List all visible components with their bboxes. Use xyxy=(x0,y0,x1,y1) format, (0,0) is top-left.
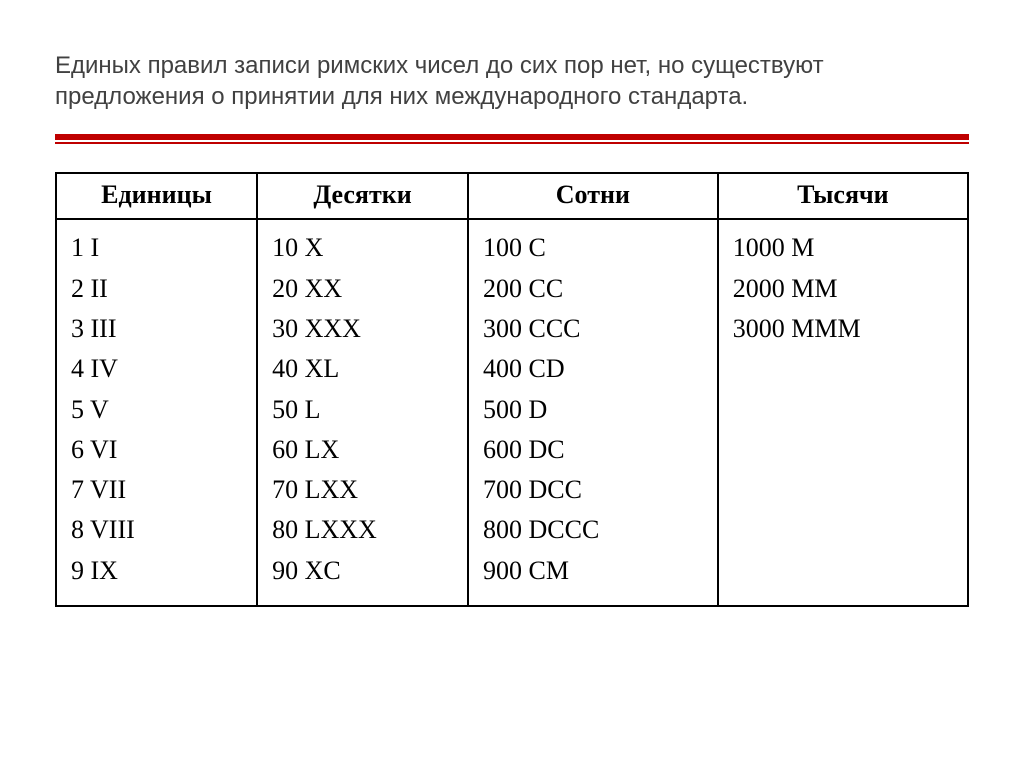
units-row: 8 VIII xyxy=(71,510,238,550)
thousands-row: 3000 MMM xyxy=(733,309,949,349)
units-row: 3 III xyxy=(71,309,238,349)
hundreds-row: 900 CM xyxy=(483,551,699,591)
units-row: 1 I xyxy=(71,228,238,268)
tens-row: 10 X xyxy=(272,228,449,268)
units-row: 6 VI xyxy=(71,430,238,470)
units-row: 4 IV xyxy=(71,349,238,389)
table-body-row: 1 I 2 II 3 III 4 IV 5 V 6 VI 7 VII 8 VII… xyxy=(56,219,968,606)
cell-tens: 10 X 20 XX 30 XXX 40 XL 50 L 60 LX 70 LX… xyxy=(257,219,468,606)
header-tens: Десятки xyxy=(257,173,468,219)
hundreds-row: 100 C xyxy=(483,228,699,268)
hundreds-row: 400 CD xyxy=(483,349,699,389)
header-hundreds: Сотни xyxy=(468,173,718,219)
header-thousands: Тысячи xyxy=(718,173,968,219)
tens-row: 30 XXX xyxy=(272,309,449,349)
accent-bar-top xyxy=(55,134,969,140)
header-units: Единицы xyxy=(56,173,257,219)
tens-row: 90 XC xyxy=(272,551,449,591)
slide-title: Единых правил записи римских чисел до си… xyxy=(55,50,969,112)
hundreds-row: 300 CCC xyxy=(483,309,699,349)
tens-row: 70 LXX xyxy=(272,470,449,510)
hundreds-row: 600 DC xyxy=(483,430,699,470)
tens-row: 80 LXXX xyxy=(272,510,449,550)
units-row: 7 VII xyxy=(71,470,238,510)
units-row: 5 V xyxy=(71,390,238,430)
thousands-row: 2000 MM xyxy=(733,269,949,309)
tens-row: 40 XL xyxy=(272,349,449,389)
accent-rule xyxy=(55,134,969,144)
table-wrap: Единицы Десятки Сотни Тысячи 1 I 2 II 3 … xyxy=(55,172,969,607)
slide-container: Единых правил записи римских чисел до си… xyxy=(0,0,1024,767)
tens-row: 60 LX xyxy=(272,430,449,470)
accent-bar-bottom xyxy=(55,142,969,144)
hundreds-row: 800 DCCC xyxy=(483,510,699,550)
units-row: 9 IX xyxy=(71,551,238,591)
tens-row: 20 XX xyxy=(272,269,449,309)
hundreds-row: 200 CC xyxy=(483,269,699,309)
tens-row: 50 L xyxy=(272,390,449,430)
hundreds-row: 500 D xyxy=(483,390,699,430)
cell-hundreds: 100 C 200 CC 300 CCC 400 CD 500 D 600 DC… xyxy=(468,219,718,606)
roman-numerals-table: Единицы Десятки Сотни Тысячи 1 I 2 II 3 … xyxy=(55,172,969,607)
thousands-row: 1000 M xyxy=(733,228,949,268)
table-header-row: Единицы Десятки Сотни Тысячи xyxy=(56,173,968,219)
units-row: 2 II xyxy=(71,269,238,309)
cell-thousands: 1000 M 2000 MM 3000 MMM xyxy=(718,219,968,606)
hundreds-row: 700 DCC xyxy=(483,470,699,510)
cell-units: 1 I 2 II 3 III 4 IV 5 V 6 VI 7 VII 8 VII… xyxy=(56,219,257,606)
